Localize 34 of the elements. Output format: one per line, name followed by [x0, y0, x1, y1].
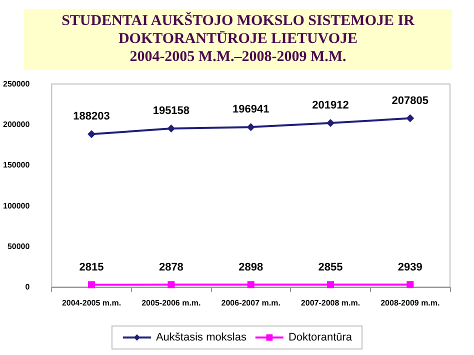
point [247, 281, 254, 288]
data-label: 2815 [79, 262, 104, 274]
x-tick-label: 2007-2008 m.m. [300, 298, 360, 308]
data-label: 201912 [312, 100, 349, 112]
y-tick-label: 200000 [2, 120, 30, 130]
point [168, 281, 175, 288]
x-tick-label: 2006-2007 m.m. [221, 298, 280, 308]
point [246, 123, 255, 132]
x-tick-label: 2005-2006 m.m. [142, 298, 201, 308]
y-tick-label: 150000 [2, 160, 30, 170]
point [406, 281, 414, 288]
y-tick-label: 100000 [2, 201, 30, 210]
point [327, 281, 334, 288]
point [88, 130, 96, 138]
chart-title: STUDENTAI AUKŠTOJO MOKSLO SISTEMOJE IR DOKTORANTŪROJE LIETUVOJE 2004-2005 M.M.–2008-2009 M.M. [24, 9, 452, 70]
data-label: 2939 [398, 262, 422, 274]
data-label: 2855 [318, 262, 343, 274]
point [167, 124, 176, 133]
point [326, 119, 335, 128]
data-label: 2898 [238, 262, 264, 274]
data-label: 196941 [232, 104, 270, 116]
data-label: 188203 [73, 110, 110, 123]
y-tick-label: 50000 [7, 242, 30, 251]
data-label: 207805 [392, 94, 429, 107]
y-tick-label: 0 [25, 282, 30, 292]
data-label: 2878 [158, 262, 184, 274]
data-label: 195158 [152, 105, 190, 118]
x-tick-label: 2008-2009 m.m. [380, 298, 440, 308]
point [88, 281, 96, 288]
x-tick-label: 2004-2005 m.m. [62, 298, 122, 308]
legend-label: Aukštasis mokslas [156, 332, 247, 344]
y-tick-label: 250000 [2, 80, 30, 88]
point [406, 114, 414, 122]
legend-label: Doktorantūra [288, 332, 353, 344]
